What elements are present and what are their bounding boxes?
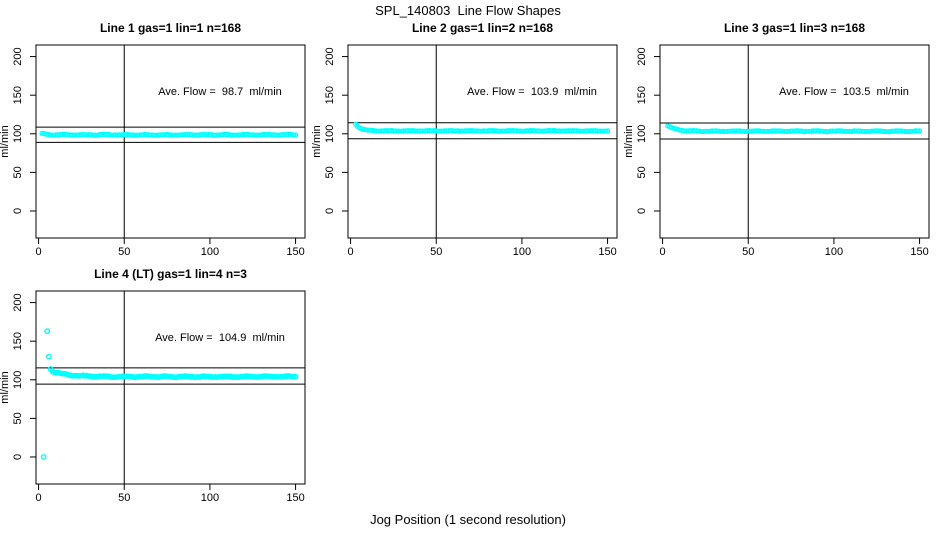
x-tick-label: 0: [348, 246, 354, 258]
y-tick-label: 150: [12, 332, 24, 350]
line-1-chart: 0 50 100 150 0 50 100 150 200 ml/min: [0, 44, 306, 258]
outlier-data-point: [40, 454, 47, 460]
y-tick-label: 50: [12, 412, 24, 424]
x-tick-label: 150: [286, 492, 304, 504]
x-tick-label: 150: [910, 246, 928, 258]
x-tick-label: 50: [742, 246, 754, 258]
y-tick-label: 100: [636, 125, 648, 143]
plot-box: [659, 44, 930, 239]
y-tick-label: 50: [636, 166, 648, 178]
panel-title: Line 2 gas=1 lin=2 n=168: [411, 21, 554, 35]
plot-box: [35, 44, 306, 239]
x-axis-label: Jog Position (1 second resolution): [370, 512, 566, 527]
y-tick-label: 0: [12, 208, 24, 214]
y-axis-label: ml/min: [0, 371, 11, 403]
y-tick-label: 100: [12, 125, 24, 143]
y-tick-label: 0: [324, 208, 336, 214]
y-tick-label: 100: [12, 371, 24, 389]
y-tick-label: 0: [636, 208, 648, 214]
y-tick-label: 50: [324, 166, 336, 178]
x-tick-label: 100: [201, 246, 219, 258]
panel-line-3: 0 50 100 150 0 50 100 150 200 ml/min Line 3 gas=1…: [624, 20, 936, 266]
x-tick-label: 0: [36, 246, 42, 258]
data-point: [293, 132, 299, 138]
plot-box: [347, 44, 618, 239]
x-tick-label: 0: [660, 246, 666, 258]
y-tick-label: 50: [12, 166, 24, 178]
panel-line-4: 0 50 100 150 0 50 100 150 200 ml/min Line 4 (LT) …: [0, 266, 312, 512]
y-tick-label: 150: [12, 86, 24, 104]
x-tick-label: 50: [118, 492, 130, 504]
y-tick-label: 200: [324, 47, 336, 65]
data-point: [292, 373, 299, 380]
panel-line-1: 0 50 100 150 0 50 100 150 200 ml/min Line 1 gas=1…: [0, 20, 312, 266]
y-tick-label: 150: [324, 86, 336, 104]
x-tick-label: 50: [430, 246, 442, 258]
ave-flow-annotation: Ave. Flow = 103.5 ml/min: [779, 86, 909, 98]
outlier-data-point: [44, 328, 51, 335]
data-point: [605, 128, 611, 134]
y-tick-label: 0: [12, 454, 24, 460]
y-axis-label: ml/min: [0, 125, 11, 157]
y-axis-label: ml/min: [312, 125, 323, 157]
line-2-chart: 0 50 100 150 0 50 100 150 200 ml/min: [312, 44, 618, 258]
figure-title: SPL_140803 Line Flow Shapes: [375, 3, 561, 18]
x-tick-label: 50: [118, 246, 130, 258]
panel-title: Line 3 gas=1 lin=3 n=168: [723, 21, 866, 35]
x-tick-label: 0: [36, 492, 42, 504]
empty-cell: [312, 266, 624, 512]
data-point: [917, 128, 923, 134]
x-tick-label: 150: [286, 246, 304, 258]
line-4-chart: 0 50 100 150 0 50 100 150 200 ml/min: [0, 290, 306, 504]
line-3-chart: 0 50 100 150 0 50 100 150 200 ml/min: [624, 44, 930, 258]
outlier-data-point: [45, 353, 52, 360]
y-tick-label: 200: [12, 293, 24, 311]
y-axis-label: ml/min: [624, 125, 635, 157]
x-tick-label: 150: [598, 246, 616, 258]
outlier-data-point: [47, 366, 54, 372]
panel-grid: 0 50 100 150 0 50 100 150 200 ml/min Line 1 gas=1…: [0, 20, 936, 512]
empty-cell: [624, 266, 936, 512]
panel-line-2: 0 50 100 150 0 50 100 150 200 ml/min Line 2 gas=1…: [312, 20, 624, 266]
panel-title: Line 1 gas=1 lin=1 n=168: [99, 21, 242, 35]
plot-box: [35, 290, 306, 485]
y-tick-label: 150: [636, 86, 648, 104]
x-tick-label: 100: [513, 246, 531, 258]
y-tick-label: 200: [12, 47, 24, 65]
y-tick-label: 100: [324, 125, 336, 143]
panel-title: Line 4 (LT) gas=1 lin=4 n=3: [94, 267, 247, 281]
y-tick-label: 200: [636, 47, 648, 65]
ave-flow-annotation: Ave. Flow = 103.9 ml/min: [467, 86, 597, 98]
ave-flow-annotation: Ave. Flow = 98.7 ml/min: [158, 86, 282, 98]
x-tick-label: 100: [825, 246, 843, 258]
ave-flow-annotation: Ave. Flow = 104.9 ml/min: [155, 332, 285, 344]
x-tick-label: 100: [201, 492, 219, 504]
